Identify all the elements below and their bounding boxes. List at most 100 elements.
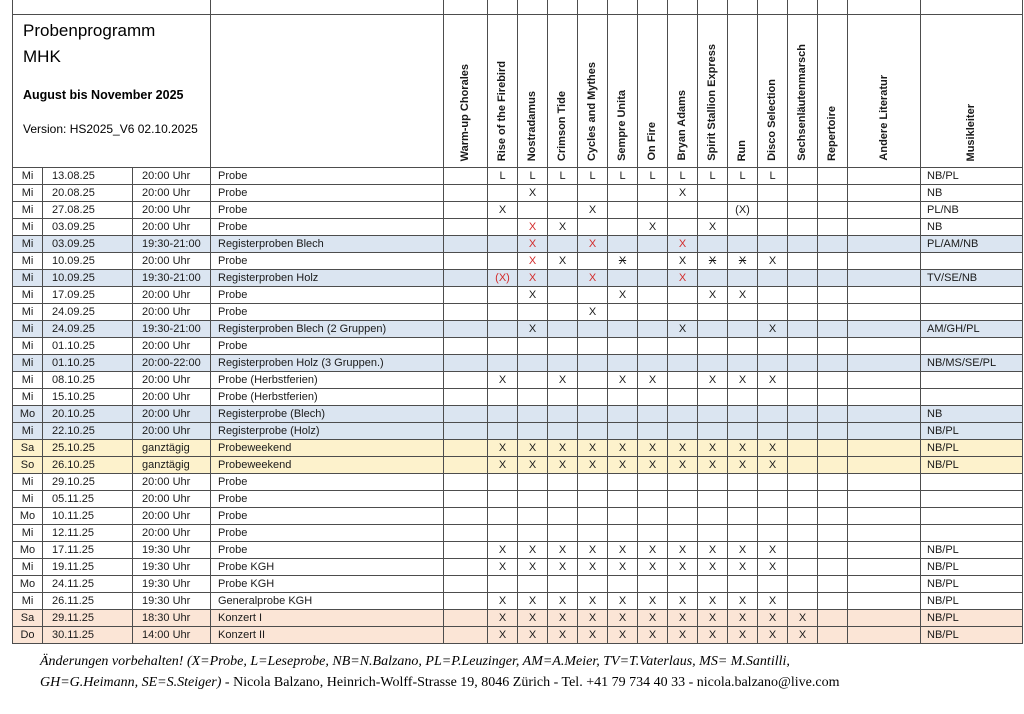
mark-cell-run: [728, 474, 758, 491]
event-cell: Probe: [211, 304, 444, 321]
mark: X: [708, 612, 717, 624]
mark-cell-bryan: [668, 355, 698, 372]
event-cell: Probe: [211, 525, 444, 542]
mark: X: [528, 221, 537, 233]
mark-cell-crimson: [548, 576, 578, 593]
mark-cell-andere: [848, 321, 921, 338]
mark-cell-bryan: X: [668, 559, 698, 576]
date-cell: 22.10.25: [43, 423, 133, 440]
event-cell: Registerproben Blech: [211, 236, 444, 253]
mark: X: [708, 561, 717, 573]
mark-cell-warmup: [444, 236, 488, 253]
mark-cell-disco: [758, 185, 788, 202]
mark-cell-andere: [848, 355, 921, 372]
mark-cell-cycles: [578, 423, 608, 440]
event-cell: Probe (Herbstferien): [211, 389, 444, 406]
mark: L: [709, 170, 716, 182]
mark-cell-repertoire: [818, 610, 848, 627]
mark-cell-crimson: [548, 474, 578, 491]
mark-cell-warmup: [444, 474, 488, 491]
mark-cell-sempre: [608, 525, 638, 542]
mark-cell-nostradamus: X: [518, 236, 548, 253]
mark: X: [768, 544, 777, 556]
mark-cell-disco: X: [758, 253, 788, 270]
mark-cell-spirit: [698, 236, 728, 253]
mark-cell-cycles: [578, 321, 608, 338]
mark: X: [588, 204, 597, 216]
mark: X: [708, 544, 717, 556]
column-header-sempre: Sempre Unita: [608, 0, 638, 168]
mark-cell-sechsen: [788, 185, 818, 202]
mark-cell-warmup: [444, 389, 488, 406]
mark-cell-warmup: [444, 202, 488, 219]
mark: X: [558, 561, 567, 573]
mark-cell-spirit: X: [698, 627, 728, 644]
musikleiter-cell: [921, 304, 1023, 321]
mark-cell-sechsen: [788, 321, 818, 338]
mark-cell-bryan: X: [668, 593, 698, 610]
time-cell: 20:00 Uhr: [133, 525, 211, 542]
mark: X: [678, 629, 687, 641]
date-cell: 17.09.25: [43, 287, 133, 304]
event-cell: Probe: [211, 338, 444, 355]
mark-cell-warmup: [444, 338, 488, 355]
time-cell: 20:00 Uhr: [133, 372, 211, 389]
column-header-bryan: Bryan Adams: [668, 0, 698, 168]
mark-cell-andere: [848, 627, 921, 644]
mark: X: [648, 221, 657, 233]
mark-cell-disco: [758, 389, 788, 406]
mark-cell-rise: [488, 491, 518, 508]
time-cell: 19:30-21:00: [133, 270, 211, 287]
mark: X: [708, 595, 717, 607]
date-cell: 12.11.25: [43, 525, 133, 542]
column-header-label: Crimson Tide: [556, 90, 568, 161]
mark: X: [678, 442, 687, 454]
mark-cell-andere: [848, 593, 921, 610]
date-cell: 20.10.25: [43, 406, 133, 423]
mark-cell-sempre: [608, 304, 638, 321]
mark-cell-nostradamus: X: [518, 457, 548, 474]
mark-cell-nostradamus: [518, 202, 548, 219]
mark-cell-warmup: [444, 287, 488, 304]
mark-cell-rise: [488, 406, 518, 423]
day-cell: Mi: [13, 423, 43, 440]
time-cell: 14:00 Uhr: [133, 627, 211, 644]
mark-cell-disco: X: [758, 457, 788, 474]
event-cell: Probe: [211, 287, 444, 304]
musikleiter-cell: NB/PL: [921, 610, 1023, 627]
column-header-label: Rise of the Firebird: [496, 60, 508, 161]
mark-cell-rise: [488, 338, 518, 355]
mark-cell-bryan: X: [668, 321, 698, 338]
mark-cell-rise: [488, 304, 518, 321]
mark-cell-rise: X: [488, 542, 518, 559]
column-header-cycles: Cycles and Mythes: [578, 0, 608, 168]
mark-cell-onfire: [638, 270, 668, 287]
event-cell: Probe KGH: [211, 559, 444, 576]
mark-cell-bryan: [668, 202, 698, 219]
musikleiter-cell: TV/SE/NB: [921, 270, 1023, 287]
mark-cell-sechsen: [788, 270, 818, 287]
time-cell: 20:00-22:00: [133, 355, 211, 372]
mark-cell-sempre: [608, 474, 638, 491]
mark: X: [618, 459, 627, 471]
mark: X: [648, 612, 657, 624]
mark-cell-sechsen: [788, 542, 818, 559]
mark-cell-run: [728, 508, 758, 525]
mark: X: [618, 255, 627, 267]
time-cell: ganztägig: [133, 440, 211, 457]
mark-cell-bryan: X: [668, 253, 698, 270]
mark: X: [588, 459, 597, 471]
column-header-label: Sempre Unita: [616, 90, 628, 161]
mark-cell-spirit: X: [698, 372, 728, 389]
mark-cell-disco: [758, 338, 788, 355]
mark-cell-andere: [848, 389, 921, 406]
event-cell: Probe (Herbstferien): [211, 372, 444, 389]
mark: X: [528, 544, 537, 556]
mark: X: [528, 561, 537, 573]
mark-cell-warmup: [444, 406, 488, 423]
musikleiter-cell: [921, 287, 1023, 304]
footer-line-2: GH=G.Heimann, SE=S.Steiger) - Nicola Bal…: [40, 672, 1000, 693]
musikleiter-cell: [921, 338, 1023, 355]
mark-cell-bryan: X: [668, 236, 698, 253]
musikleiter-cell: NB/PL: [921, 168, 1023, 185]
